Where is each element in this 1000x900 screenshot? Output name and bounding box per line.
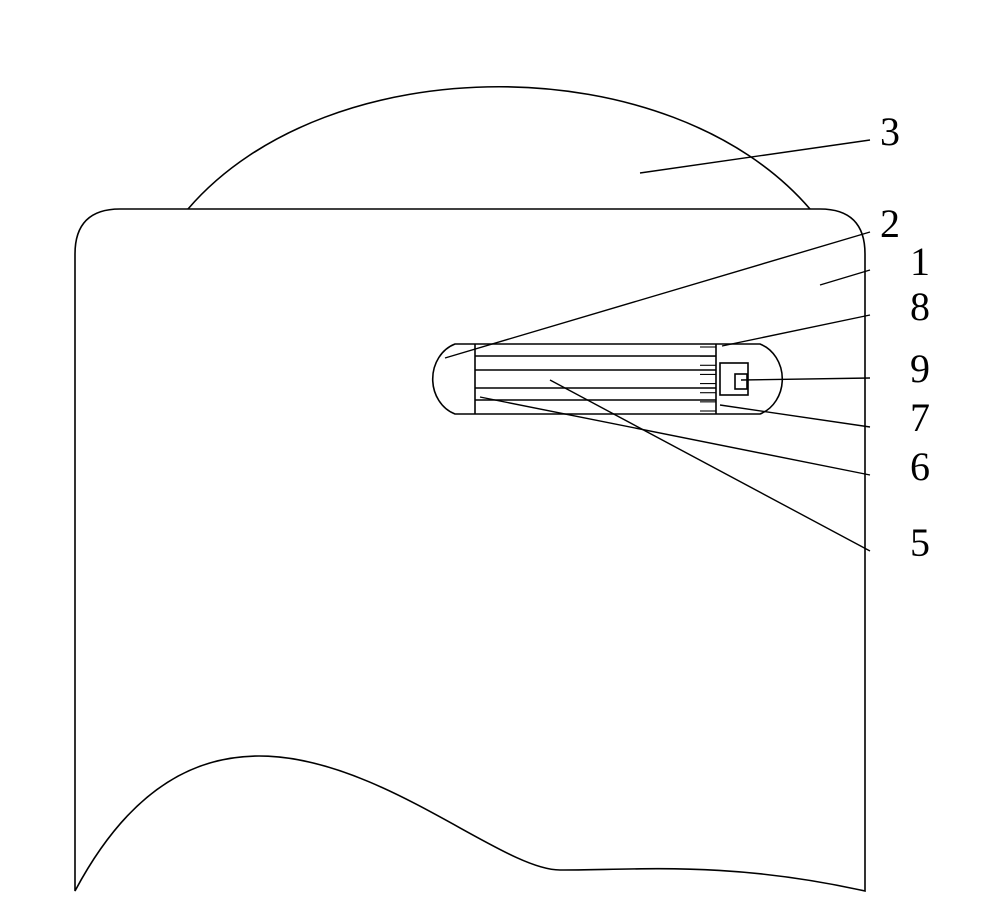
plug-outer — [720, 363, 748, 395]
capsule-outline — [433, 344, 783, 414]
leader-3 — [640, 140, 870, 173]
leader-8 — [722, 315, 870, 346]
label-9: 9 — [910, 346, 930, 391]
label-2: 2 — [880, 201, 900, 246]
outer-body — [75, 209, 865, 891]
label-3: 3 — [880, 109, 900, 154]
label-7: 7 — [910, 395, 930, 440]
leader-2 — [445, 232, 870, 358]
plug-inner — [735, 374, 747, 389]
label-6: 6 — [910, 444, 930, 489]
leader-6 — [480, 397, 870, 475]
label-1: 1 — [910, 239, 930, 284]
leader-7 — [720, 405, 870, 427]
top-dome — [188, 87, 810, 209]
leader-9 — [741, 378, 870, 380]
label-5: 5 — [910, 520, 930, 565]
diagram-canvas: 3 218 976 5 — [0, 0, 1000, 900]
leader-1 — [820, 270, 870, 285]
label-8: 8 — [910, 284, 930, 329]
